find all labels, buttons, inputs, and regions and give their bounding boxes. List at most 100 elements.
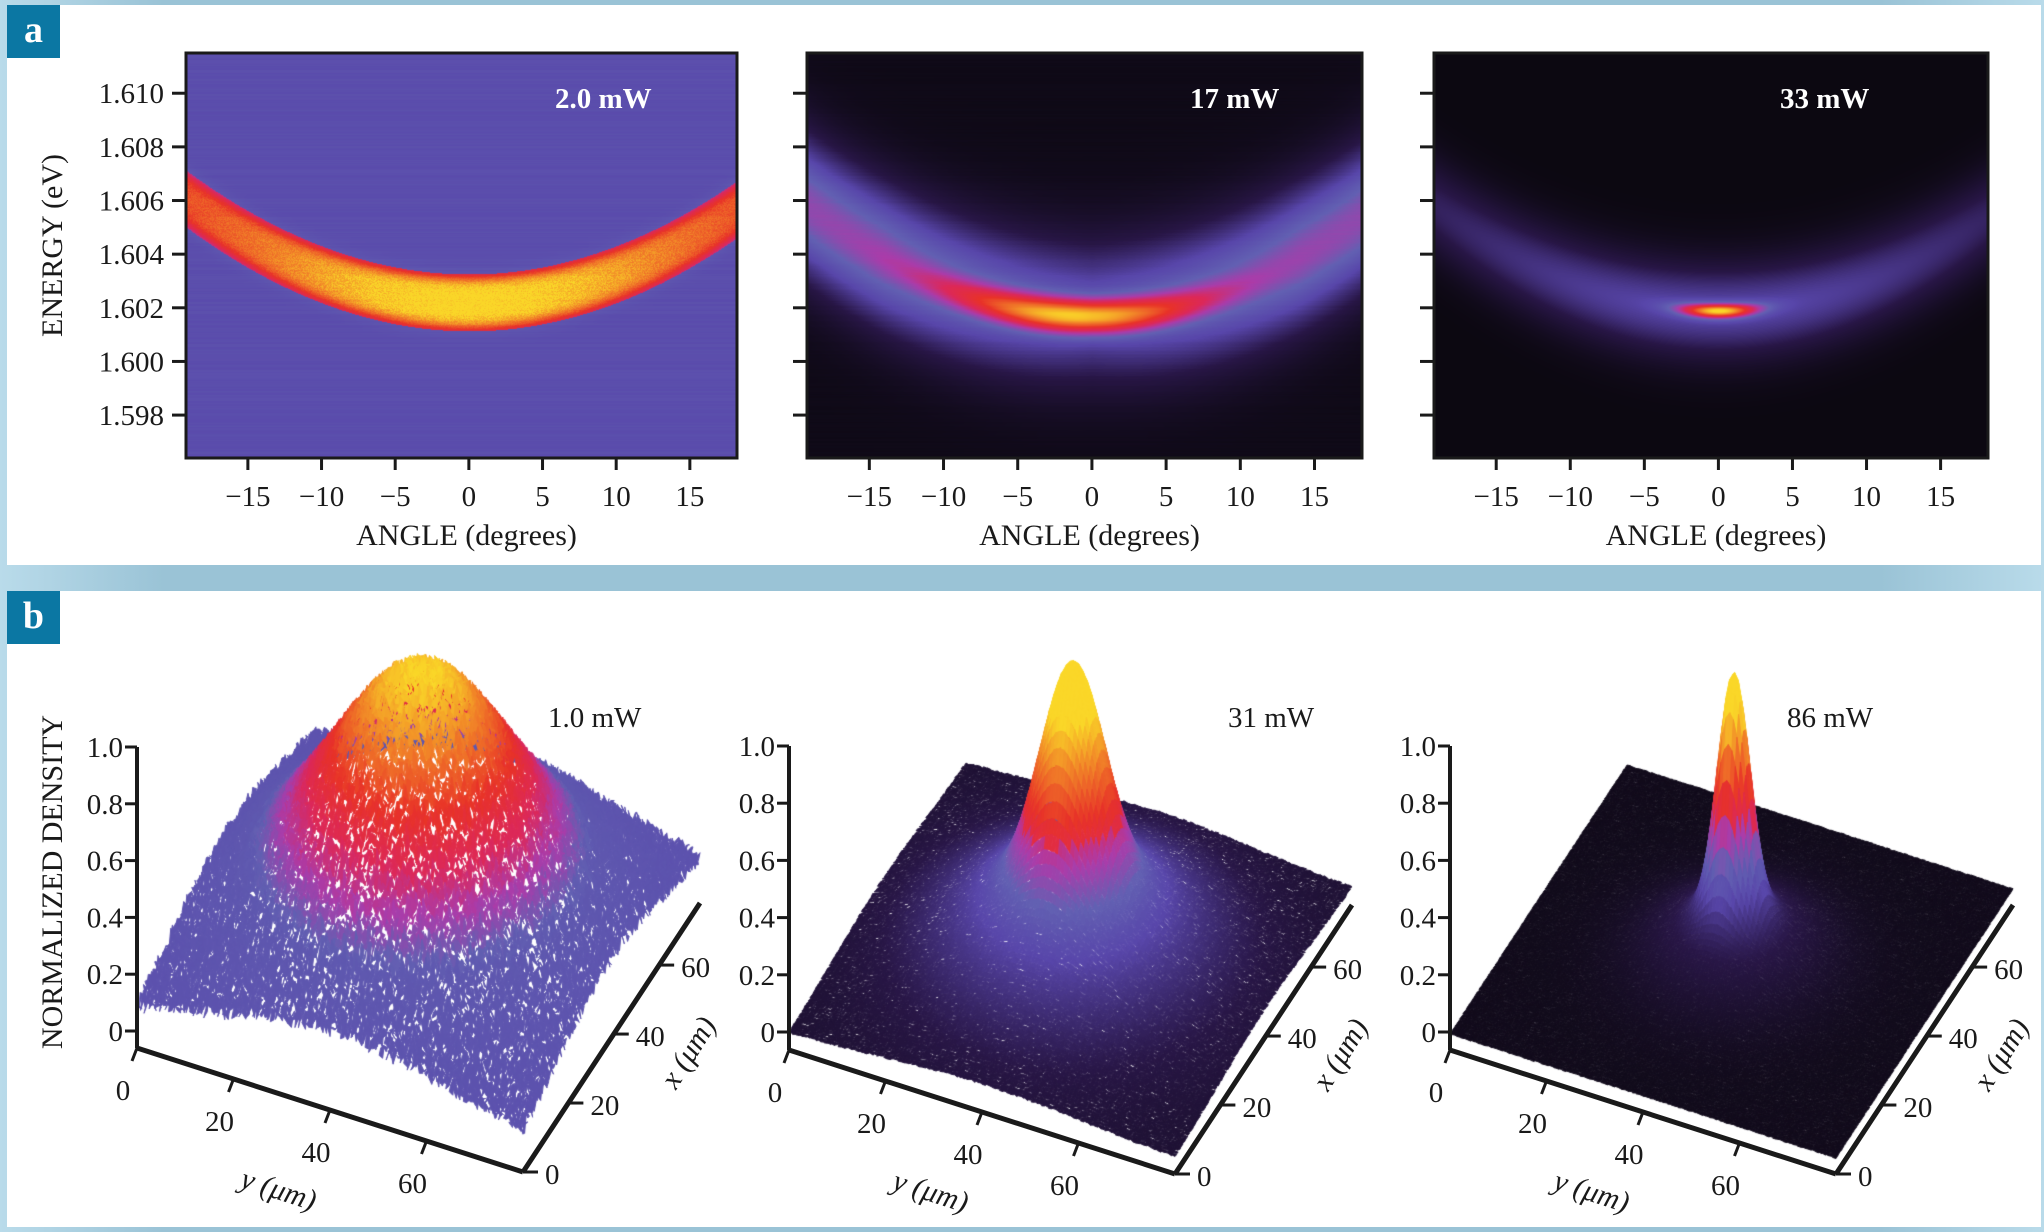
y-tick-label: 1.608 xyxy=(99,132,164,164)
x-tick-label: 10 xyxy=(1852,481,1881,513)
z-tick-label: 0.8 xyxy=(1400,788,1436,820)
y-axis-title: y (μm) xyxy=(886,1163,973,1219)
y-tick-label: 1.604 xyxy=(99,239,165,271)
surface-image-1 xyxy=(97,560,817,1200)
z-tick-label: 1.0 xyxy=(1400,731,1436,763)
x-axis-title: ANGLE (degrees) xyxy=(1606,519,1827,552)
x-tick-label: 5 xyxy=(1785,481,1800,513)
plot-frame-a1 xyxy=(184,51,739,460)
x-tick-label: −10 xyxy=(921,481,966,513)
power-label: 86 mW xyxy=(1787,702,1874,734)
y-axis-title: y (μm) xyxy=(1547,1163,1634,1219)
x-axis-line xyxy=(1833,903,2016,1176)
y-tick xyxy=(1636,1111,1645,1126)
y-tick xyxy=(130,1047,139,1062)
power-label: 17 mW xyxy=(1190,83,1279,115)
y-tick-label: 20 xyxy=(205,1106,234,1138)
x-axis-title: ANGLE (degrees) xyxy=(979,519,1200,552)
x-axis-line xyxy=(520,901,703,1174)
z-tick-label: 0.2 xyxy=(1400,960,1436,992)
x-tick-label: 20 xyxy=(1242,1092,1271,1124)
x-tick-label: 40 xyxy=(1949,1023,1978,1055)
y-tick xyxy=(323,1109,332,1124)
x-tick-label: 0 xyxy=(1197,1161,1212,1193)
x-tick-label: 5 xyxy=(535,481,550,513)
z-axis-title: NORMALIZED DENSITY xyxy=(36,715,69,1049)
x-tick-label: −10 xyxy=(299,481,344,513)
panel-label-a: a xyxy=(7,5,60,58)
y-tick xyxy=(1540,1080,1548,1095)
x-tick-label: 40 xyxy=(1288,1023,1317,1055)
y-tick-label: 0 xyxy=(1429,1077,1444,1109)
x-tick-label: 20 xyxy=(590,1090,619,1122)
x-tick-label: 15 xyxy=(1926,481,1955,513)
heatmap-image-2 xyxy=(807,53,1362,458)
z-tick-label: 0 xyxy=(1422,1017,1437,1049)
y-tick-label: 1.606 xyxy=(99,186,164,218)
panel-label-b: b xyxy=(7,591,60,644)
x-tick-label: 15 xyxy=(1300,481,1329,513)
surface-image-3 xyxy=(1410,560,2044,1200)
y-tick-label: 1.610 xyxy=(99,78,164,110)
x-tick-label: −15 xyxy=(847,481,892,513)
heatmap-image-3 xyxy=(1434,53,1988,458)
y-tick xyxy=(782,1049,791,1064)
x-tick-label: 5 xyxy=(1159,481,1174,513)
z-tick-label: 1.0 xyxy=(739,731,775,763)
y-axis-title: ENERGY (eV) xyxy=(36,154,69,337)
y-tick xyxy=(1443,1049,1452,1064)
z-tick-label: 0.4 xyxy=(87,902,124,934)
x-tick-label: 15 xyxy=(675,481,704,513)
y-tick-label: 60 xyxy=(398,1168,427,1200)
x-tick-label: 40 xyxy=(636,1021,665,1053)
y-tick-label: 60 xyxy=(1711,1170,1740,1202)
x-tick-label: 0 xyxy=(1858,1161,1873,1193)
x-tick-label: −15 xyxy=(225,481,270,513)
x-tick-label: 60 xyxy=(681,952,710,984)
power-label: 31 mW xyxy=(1228,702,1315,734)
x-tick-label: −5 xyxy=(1002,481,1033,513)
x-tick-label: 60 xyxy=(1994,954,2023,986)
z-tick-label: 0 xyxy=(761,1017,776,1049)
z-tick-label: 0.8 xyxy=(739,788,775,820)
z-tick-label: 0.4 xyxy=(1400,903,1437,935)
power-label: 33 mW xyxy=(1780,83,1869,115)
y-tick-label: 40 xyxy=(954,1139,983,1171)
x-tick-label: 0 xyxy=(1711,481,1726,513)
y-tick-label: 20 xyxy=(1518,1108,1547,1140)
z-tick-label: 0 xyxy=(109,1016,124,1048)
y-tick-label: 40 xyxy=(1615,1139,1644,1171)
plot-frame-a3 xyxy=(1432,51,1990,460)
power-label: 2.0 mW xyxy=(555,83,652,115)
x-tick-label: −15 xyxy=(1474,481,1519,513)
x-tick-label: 10 xyxy=(1226,481,1255,513)
y-tick-label: 1.602 xyxy=(99,293,164,325)
y-tick xyxy=(227,1078,235,1093)
z-tick-label: 1.0 xyxy=(87,732,123,764)
z-tick-label: 0.2 xyxy=(87,959,123,991)
y-tick xyxy=(1733,1142,1741,1157)
y-tick xyxy=(1072,1142,1080,1157)
x-tick-label: −10 xyxy=(1548,481,1593,513)
x-tick-label: 0 xyxy=(545,1159,560,1191)
x-tick-label: 10 xyxy=(602,481,631,513)
heatmap-image-1 xyxy=(186,53,737,458)
x-tick-label: 0 xyxy=(1085,481,1100,513)
y-tick xyxy=(975,1111,984,1126)
x-tick-label: 60 xyxy=(1333,954,1362,986)
y-tick xyxy=(879,1080,887,1095)
z-tick-label: 0.6 xyxy=(87,846,123,878)
surface-image-2 xyxy=(749,560,1469,1200)
x-tick-label: −5 xyxy=(380,481,411,513)
z-tick-label: 0.4 xyxy=(739,903,776,935)
y-tick-label: 20 xyxy=(857,1108,886,1140)
y-tick xyxy=(420,1140,428,1155)
y-tick-label: 60 xyxy=(1050,1170,1079,1202)
x-tick-label: −5 xyxy=(1629,481,1660,513)
x-tick-label: 20 xyxy=(1903,1092,1932,1124)
x-axis-line xyxy=(1172,903,1355,1176)
y-tick-label: 0 xyxy=(768,1077,783,1109)
x-tick-label: 0 xyxy=(462,481,477,513)
z-tick-label: 0.2 xyxy=(739,960,775,992)
